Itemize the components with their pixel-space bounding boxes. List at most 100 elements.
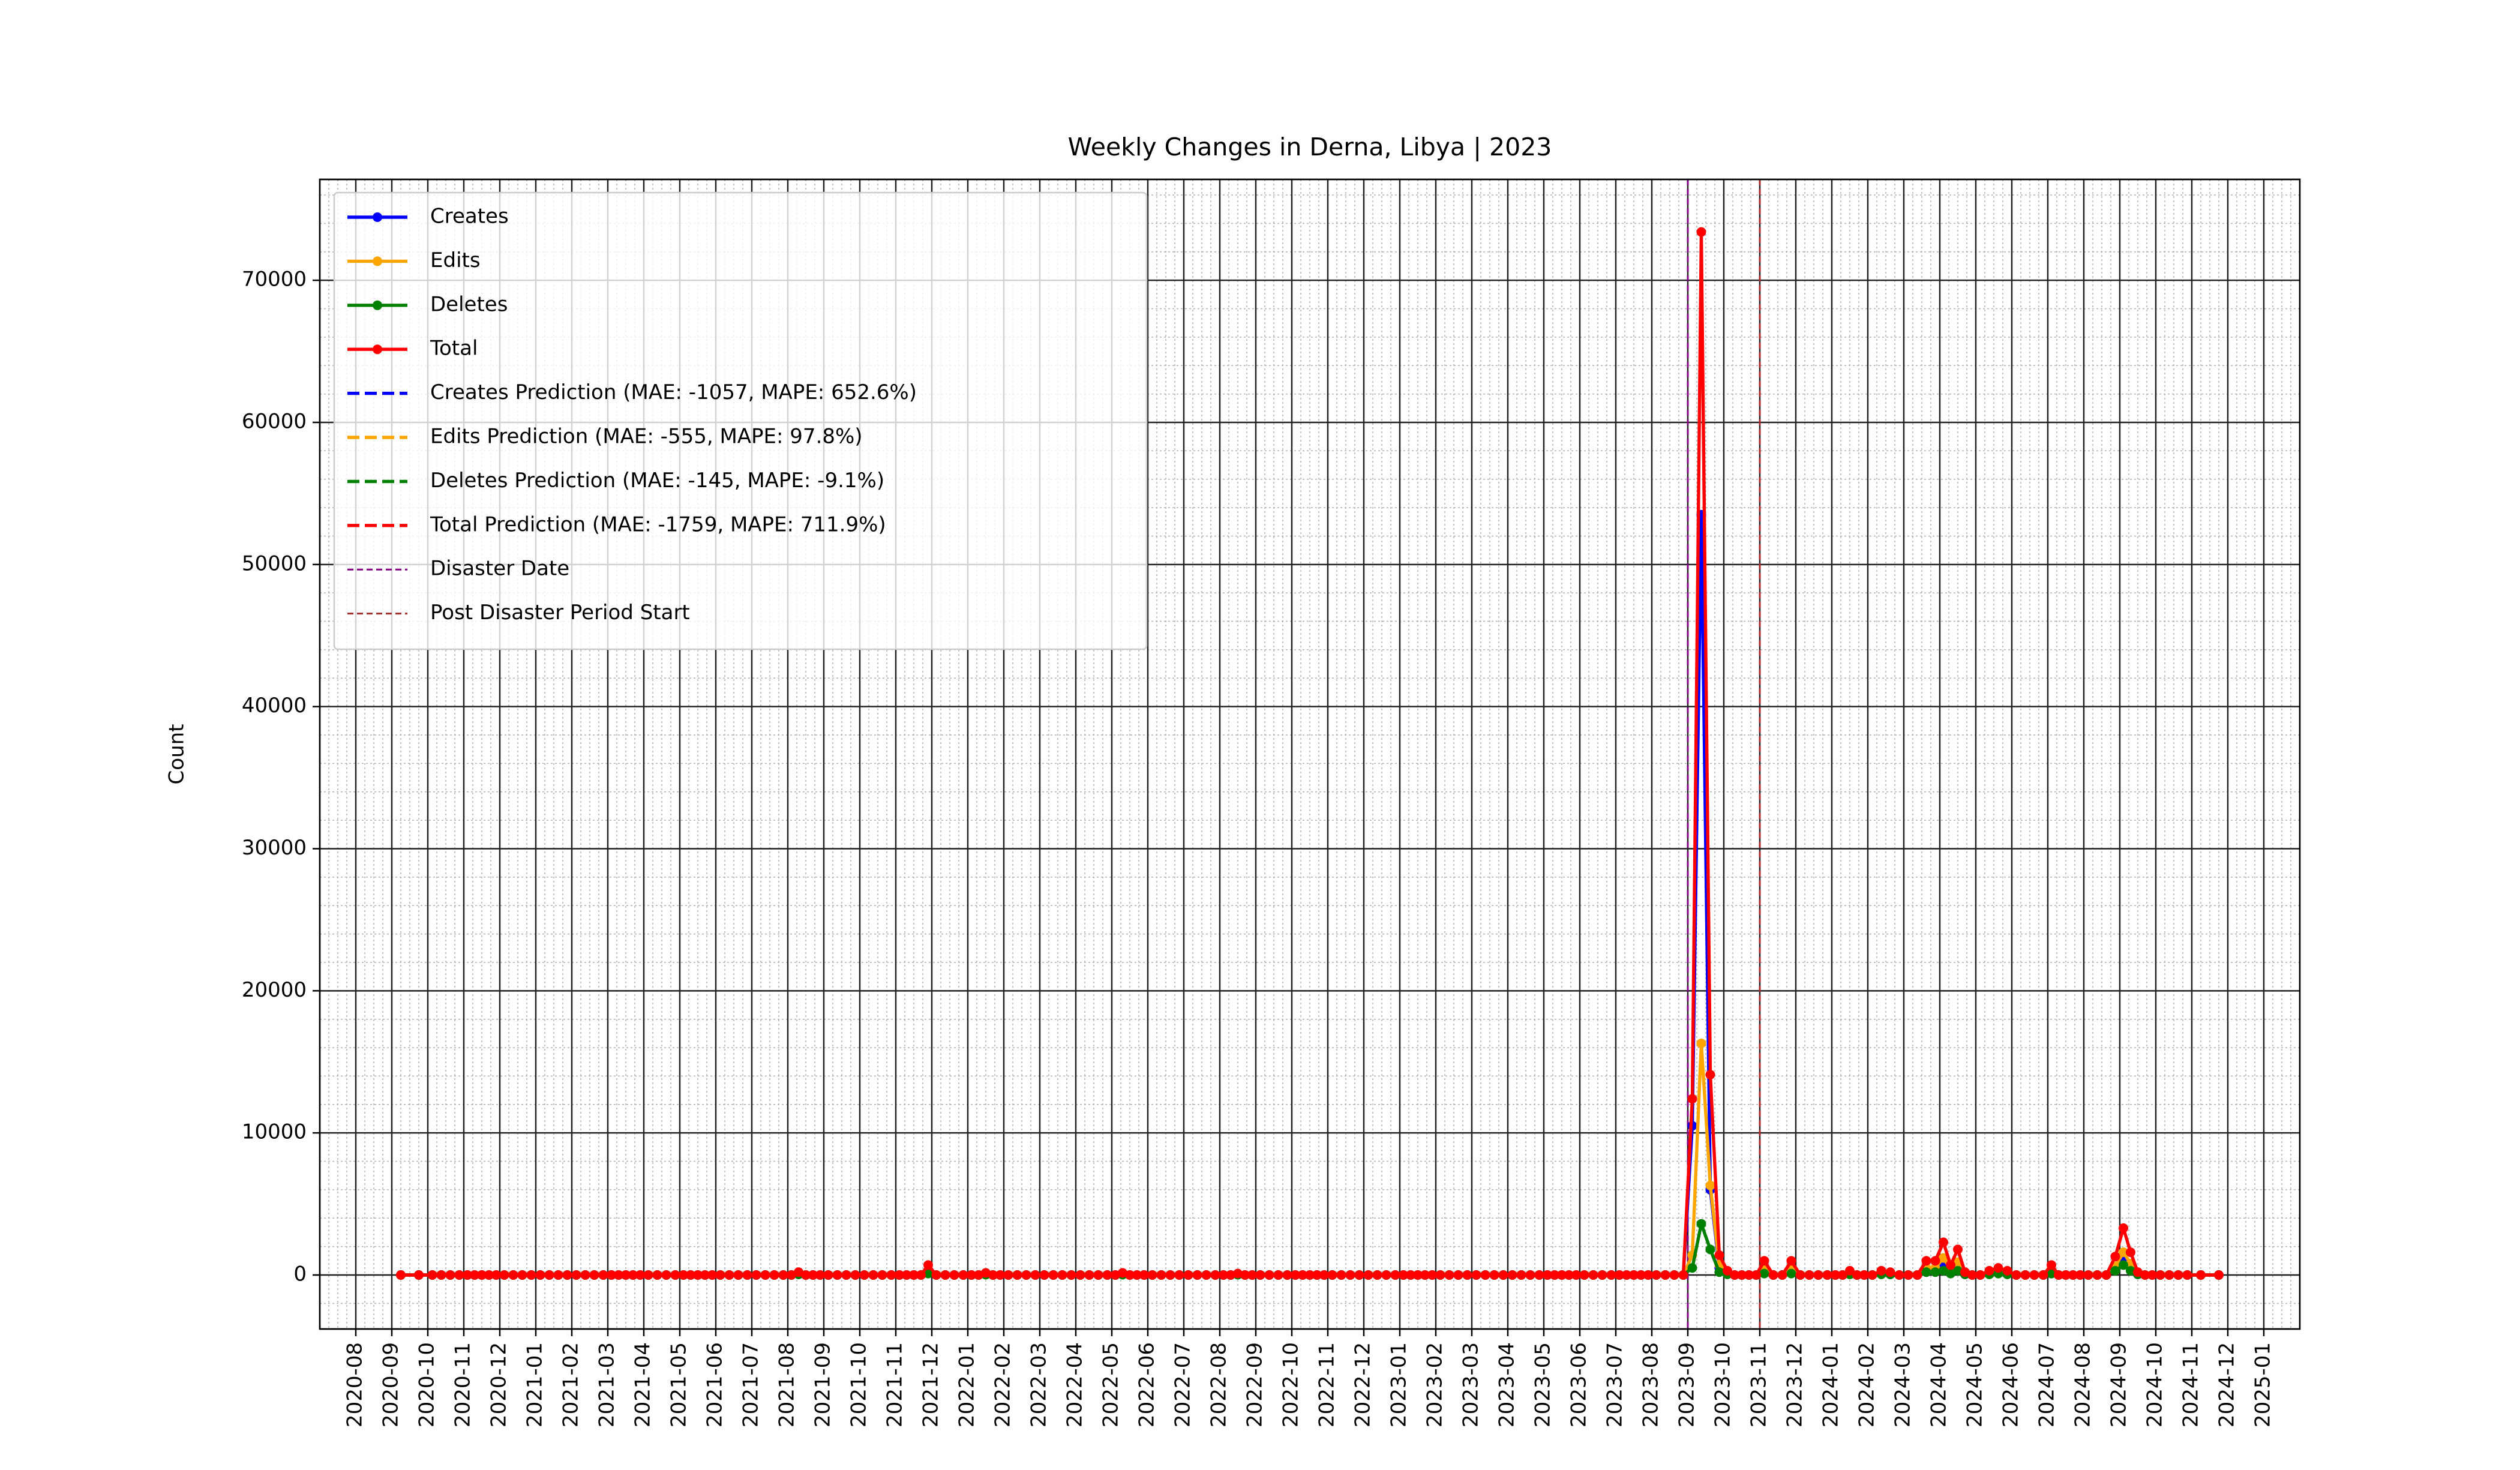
data-point <box>958 1270 968 1280</box>
data-point <box>1687 1094 1697 1104</box>
data-point <box>607 1270 616 1280</box>
x-tick-label: 2022-10 <box>1279 1342 1303 1427</box>
y-tick-label: 70000 <box>242 268 307 292</box>
data-point <box>1953 1265 1963 1276</box>
data-point <box>1516 1270 1526 1280</box>
x-tick-label: 2021-01 <box>523 1342 547 1427</box>
x-tick-label: 2021-03 <box>595 1342 619 1427</box>
data-point <box>1298 1270 1307 1280</box>
data-point <box>1534 1270 1544 1280</box>
data-point <box>2011 1270 2021 1280</box>
data-point <box>661 1270 671 1280</box>
data-point <box>2173 1270 2183 1280</box>
y-tick-label: 30000 <box>242 836 307 860</box>
x-tick-label: 2022-06 <box>1135 1342 1159 1427</box>
x-tick-label: 2024-09 <box>2107 1342 2131 1427</box>
data-point <box>1777 1270 1787 1280</box>
data-point <box>1427 1270 1437 1280</box>
data-point <box>1498 1270 1508 1280</box>
data-point <box>2101 1270 2111 1280</box>
data-point <box>2133 1267 2143 1277</box>
x-tick-label: 2023-09 <box>1675 1342 1699 1427</box>
x-tick-label: 2024-03 <box>1891 1342 1915 1427</box>
data-point <box>988 1270 998 1280</box>
x-tick-label: 2021-12 <box>919 1342 943 1427</box>
x-tick-label: 2022-03 <box>1027 1342 1051 1427</box>
data-point <box>742 1270 752 1280</box>
x-tick-label: 2022-11 <box>1315 1342 1339 1427</box>
data-point <box>1967 1270 1977 1280</box>
data-point <box>1413 1270 1423 1280</box>
x-tick-label: 2024-08 <box>2071 1342 2095 1427</box>
data-point <box>463 1270 472 1280</box>
data-point <box>544 1270 554 1280</box>
data-point <box>517 1270 527 1280</box>
data-point <box>886 1270 896 1280</box>
data-point <box>1489 1270 1499 1280</box>
data-point <box>2155 1270 2165 1280</box>
data-point <box>2140 1270 2150 1280</box>
x-tick-label: 2021-07 <box>739 1342 763 1427</box>
data-point <box>1714 1250 1724 1260</box>
legend-marker <box>373 344 382 355</box>
data-point <box>1939 1265 1948 1276</box>
data-point <box>733 1270 743 1280</box>
legend-label: Deletes <box>430 292 508 316</box>
data-point <box>1737 1270 1747 1280</box>
data-point <box>1233 1268 1243 1279</box>
legend-box <box>333 191 1148 650</box>
data-point <box>1525 1270 1535 1280</box>
data-point <box>832 1270 842 1280</box>
x-tick-label: 2022-02 <box>991 1342 1015 1427</box>
data-point <box>1705 1070 1715 1080</box>
data-point <box>923 1268 933 1279</box>
data-point <box>715 1270 725 1280</box>
series <box>396 227 2224 1280</box>
x-tick-label: 2023-02 <box>1423 1342 1447 1427</box>
data-point <box>1165 1270 1175 1280</box>
data-point <box>1859 1270 1869 1280</box>
data-point <box>923 1260 933 1270</box>
data-point <box>1894 1270 1904 1280</box>
data-point <box>981 1268 991 1278</box>
x-tick-label: 2021-08 <box>775 1342 799 1427</box>
data-point <box>1111 1270 1120 1280</box>
data-point <box>1543 1270 1552 1280</box>
x-tick-label: 2021-02 <box>559 1342 583 1427</box>
x-tick-label: 2020-09 <box>379 1342 403 1427</box>
data-point <box>1030 1270 1040 1280</box>
data-point <box>1390 1270 1400 1280</box>
data-point <box>877 1270 887 1280</box>
data-point <box>1615 1270 1624 1280</box>
data-point <box>1759 1256 1769 1266</box>
chart-title: Weekly Changes in Derna, Libya | 2023 <box>1068 133 1552 161</box>
data-point <box>1744 1270 1754 1280</box>
y-tick-label: 20000 <box>242 978 307 1002</box>
data-point <box>1012 1270 1022 1280</box>
data-point <box>1039 1270 1049 1280</box>
data-point <box>535 1270 545 1280</box>
data-point <box>1183 1270 1193 1280</box>
data-point <box>2047 1268 2056 1279</box>
data-point <box>931 1270 941 1280</box>
data-point <box>553 1270 563 1280</box>
data-point <box>445 1270 455 1280</box>
data-point <box>1507 1270 1517 1280</box>
data-point <box>995 1270 1005 1280</box>
data-point <box>1705 1244 1715 1255</box>
data-point <box>1723 1265 1732 1276</box>
grid <box>320 179 2300 1329</box>
data-point <box>1705 1180 1715 1190</box>
legend-label: Deletes Prediction (MAE: -145, MAPE: -9.… <box>430 469 884 493</box>
data-point <box>2075 1270 2085 1280</box>
data-point <box>1247 1270 1257 1280</box>
data-point <box>1885 1267 1895 1277</box>
data-point <box>2196 1270 2206 1280</box>
plot-frame <box>319 178 2301 1330</box>
data-point <box>1219 1270 1228 1280</box>
data-point <box>1696 227 1706 237</box>
data-point <box>794 1267 803 1277</box>
x-tick-label: 2023-01 <box>1387 1342 1411 1427</box>
data-point <box>1636 1270 1646 1280</box>
